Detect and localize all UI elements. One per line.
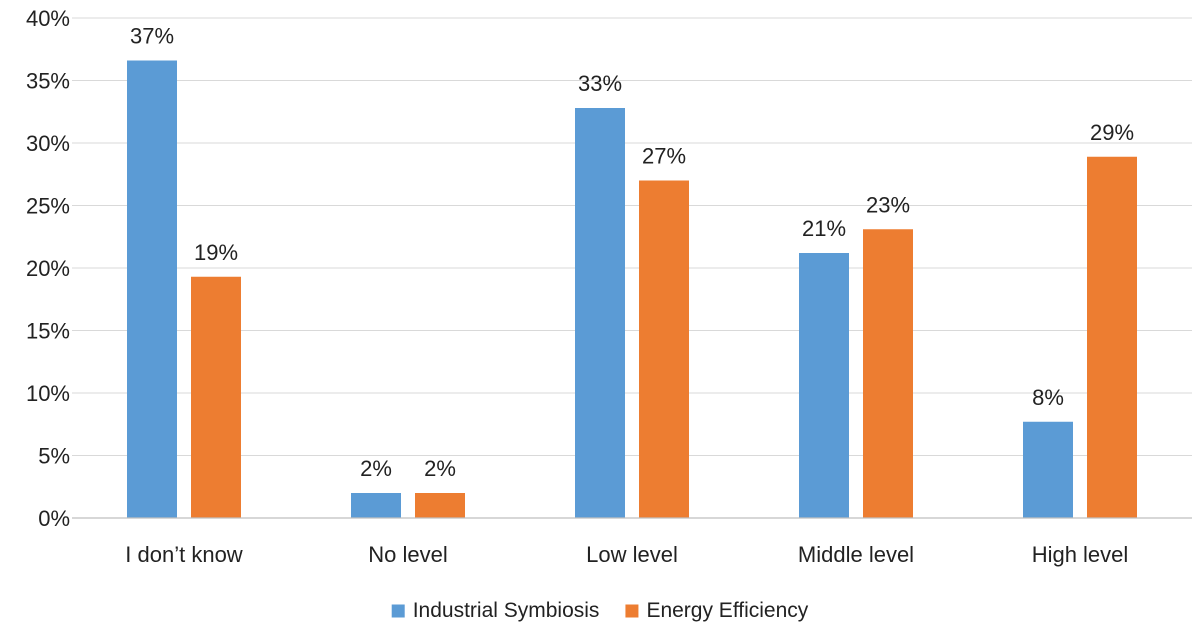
data-labels: 37% 19% 2% 2% 33% 27% 21% 23% 8% 29%	[130, 24, 1134, 482]
bars	[127, 60, 1137, 518]
legend: Industrial Symbiosis Energy Efficiency	[391, 599, 809, 622]
y-tick-label: 20%	[26, 256, 70, 281]
legend-label: Energy Efficiency	[646, 599, 808, 622]
bar	[799, 253, 849, 518]
x-tick-label: No level	[368, 542, 447, 567]
data-label: 21%	[802, 216, 846, 241]
y-tick-label: 10%	[26, 381, 70, 406]
bar	[415, 493, 465, 518]
y-axis: 0% 5% 10% 15% 20% 25% 30% 35% 40%	[26, 6, 70, 531]
gridlines	[72, 17, 1192, 456]
data-label: 19%	[194, 240, 238, 265]
data-label: 23%	[866, 192, 910, 217]
y-tick-label: 40%	[26, 6, 70, 31]
y-tick-label: 0%	[38, 506, 70, 531]
bar	[639, 180, 689, 518]
legend-label: Industrial Symbiosis	[413, 599, 600, 622]
bar	[351, 493, 401, 518]
y-tick-label: 35%	[26, 69, 70, 94]
data-label: 29%	[1090, 120, 1134, 145]
x-tick-label: Low level	[586, 542, 678, 567]
bar	[575, 108, 625, 518]
y-tick-label: 5%	[38, 444, 70, 469]
x-tick-label: High level	[1032, 542, 1129, 567]
bar	[1023, 421, 1073, 518]
data-label: 2%	[424, 456, 456, 481]
legend-swatch	[391, 604, 405, 618]
bar	[127, 60, 177, 518]
data-label: 8%	[1032, 385, 1064, 410]
y-tick-label: 30%	[26, 131, 70, 156]
bar	[863, 229, 913, 518]
y-tick-label: 15%	[26, 319, 70, 344]
data-label: 37%	[130, 24, 174, 49]
x-tick-label: Middle level	[798, 542, 914, 567]
bar	[191, 276, 241, 518]
bar	[1087, 156, 1137, 518]
data-label: 33%	[578, 71, 622, 96]
data-label: 27%	[642, 144, 686, 169]
x-tick-label: I don’t know	[125, 542, 243, 567]
x-axis: I don’t know No level Low level Middle leve…	[72, 517, 1192, 567]
legend-swatch	[625, 604, 639, 618]
y-tick-label: 25%	[26, 194, 70, 219]
data-label: 2%	[360, 456, 392, 481]
